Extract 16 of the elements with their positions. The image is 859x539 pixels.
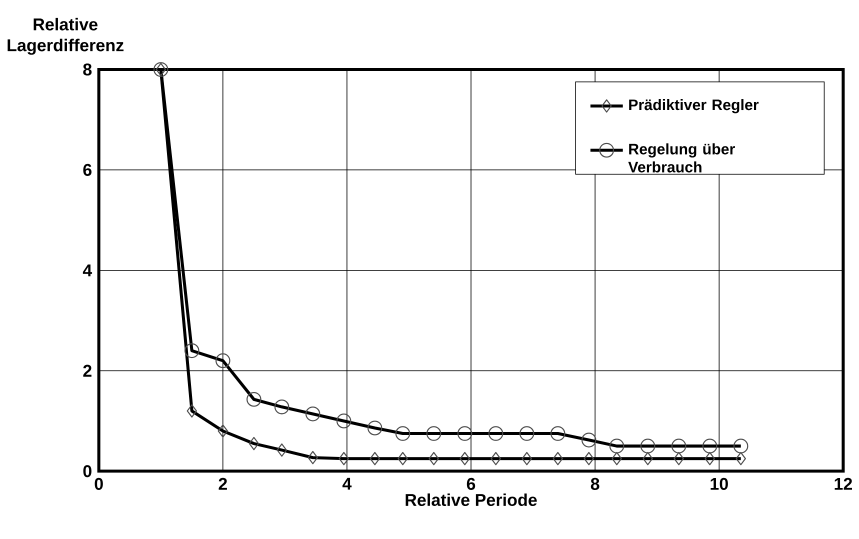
x-tick-label: 8 (590, 478, 600, 490)
y-tick-label: 4 (82, 264, 92, 276)
x-tick-label: 4 (342, 478, 352, 490)
x-axis-title: Relative Periode (406, 494, 537, 506)
y-tick-label: 0 (83, 465, 92, 478)
x-tick-label: 10 (710, 478, 728, 490)
x-tick-label: 12 (834, 478, 852, 490)
y-tick-label: 8 (83, 64, 92, 76)
legend-label: Prädiktiver Regler (629, 99, 759, 114)
x-tick-label: 6 (466, 478, 476, 490)
legend-label: Regelung über Verbrauch (628, 143, 735, 173)
x-tick-label: 0 (94, 478, 103, 490)
y-axis-title: Relative Lagerdifferenz (8, 18, 124, 55)
y-tick-label: 6 (83, 164, 92, 176)
y-tick-label: 2 (83, 364, 92, 377)
x-tick-label: 2 (218, 478, 227, 490)
